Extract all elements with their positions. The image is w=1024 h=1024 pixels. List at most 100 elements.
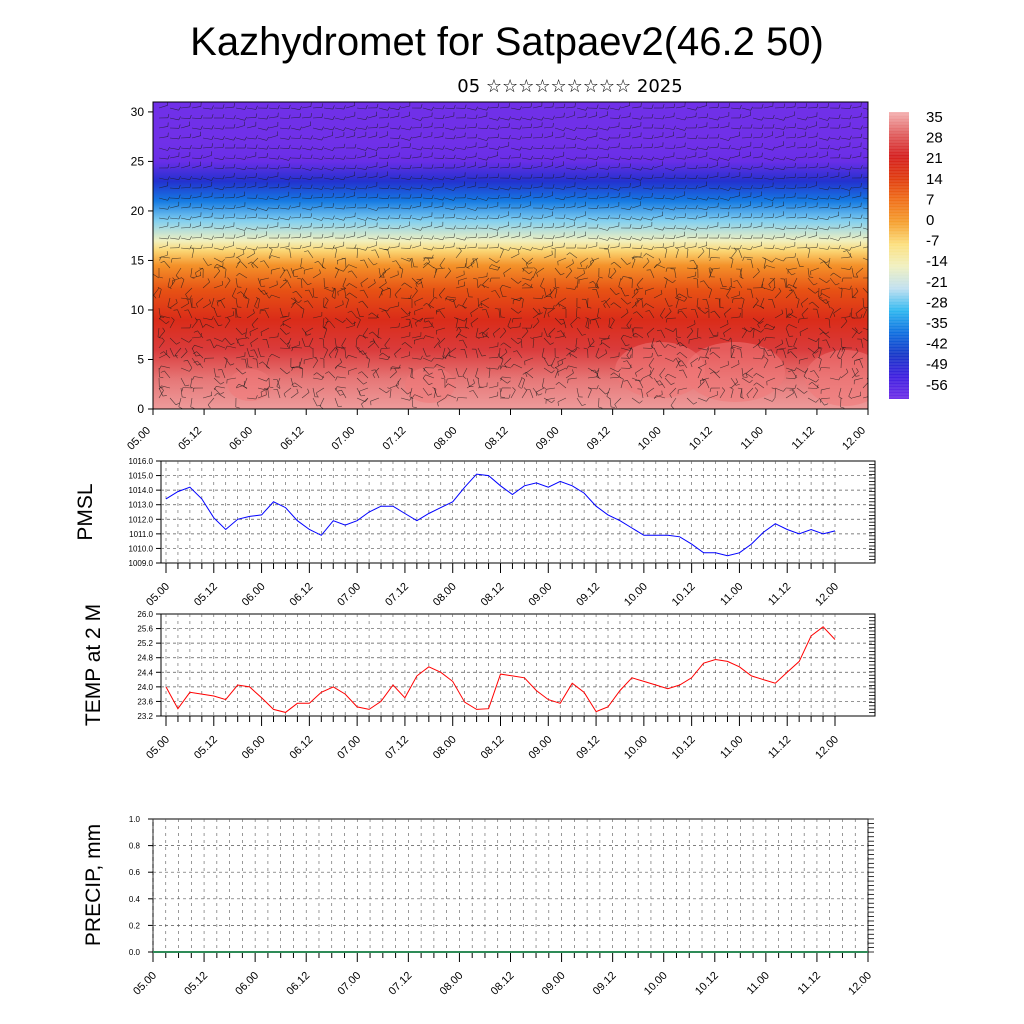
wind-barb (541, 347, 545, 357)
wind-barb-flag (742, 256, 745, 261)
wind-barb (260, 307, 270, 311)
wind-barb (752, 317, 761, 324)
colorbar-label: -21 (926, 274, 948, 291)
wind-barb-flag (698, 367, 702, 370)
wind-barb (400, 335, 410, 339)
wind-barb (279, 281, 287, 289)
wind-barb (422, 107, 432, 111)
wind-barb-flag (277, 204, 280, 209)
wind-barb-flag (674, 247, 679, 250)
wind-barb-flag (435, 310, 440, 313)
wind-barb-flag (237, 316, 242, 318)
wind-barb-flag (629, 354, 632, 359)
wind-barb-flag (574, 143, 577, 148)
wind-barb-flag (189, 295, 192, 300)
wind-barb (385, 310, 391, 319)
wind-barb-flag (530, 155, 533, 160)
wind-barb-flag (838, 185, 841, 189)
wind-barb-flag (304, 289, 309, 292)
wind-barb-flag (563, 203, 566, 208)
wind-barb-flag (772, 114, 775, 119)
wind-barb (199, 319, 204, 329)
wind-barb-flag (423, 335, 426, 340)
wind-barb-flag (442, 356, 447, 359)
wind-barb (576, 167, 586, 171)
wind-barb-flag (855, 287, 859, 292)
wind-barb (656, 264, 666, 269)
wind-barb (323, 127, 333, 131)
x-tick-label: 11.00 (745, 970, 772, 997)
wind-barb-flag (332, 247, 337, 250)
wind-barb-flag (217, 267, 221, 272)
wind-barb-flag (376, 216, 379, 221)
wind-barb (301, 116, 312, 119)
wind-barb (334, 304, 344, 309)
colorbar-label: 0 (926, 212, 934, 229)
wind-barb (345, 175, 355, 179)
wind-barb (334, 117, 344, 121)
wind-barb-flag (473, 379, 475, 384)
wind-barb (411, 177, 422, 179)
wind-barb-flag (383, 268, 386, 273)
wind-barb-flag (541, 214, 544, 219)
wind-barb-flag (626, 355, 630, 359)
wind-barb (719, 157, 729, 161)
wind-barb-flag (160, 370, 165, 373)
wind-barb-flag (618, 214, 621, 219)
wind-barb (246, 227, 256, 231)
wind-barb-flag (805, 194, 808, 199)
wind-barb-flag (651, 206, 654, 211)
wind-barb (675, 245, 685, 249)
wind-barb (565, 157, 575, 161)
wind-barb (546, 387, 556, 390)
wind-barb (317, 261, 325, 269)
plot-frame (160, 460, 876, 564)
wind-barb (312, 377, 322, 380)
wind-barb-flag (507, 380, 511, 384)
wind-barb (202, 165, 212, 169)
wind-barb-flag (420, 146, 423, 151)
x-tick-label: 05.12 (192, 581, 220, 609)
wind-barb (620, 312, 629, 319)
wind-barb-flag (541, 246, 544, 251)
wind-barb-flag (299, 145, 302, 150)
wind-barb (246, 299, 250, 309)
wind-barb-flag (407, 391, 412, 395)
wind-barb (235, 217, 246, 219)
wind-barb (414, 297, 424, 302)
wind-barb-flag (517, 338, 522, 340)
wind-barb (345, 187, 355, 191)
wind-barb-flag (728, 223, 730, 228)
wind-barb (464, 349, 468, 359)
wind-barb-flag (607, 244, 610, 249)
wind-barb (268, 125, 278, 129)
wind-barb (807, 136, 817, 139)
wind-barb (356, 307, 361, 317)
wind-barb-flag (470, 323, 473, 328)
wind-barb (653, 117, 663, 120)
wind-barb (224, 176, 234, 179)
wind-barb-flag (387, 387, 392, 390)
wind-barb (411, 147, 421, 151)
wind-barb-flag (497, 163, 499, 168)
wind-barb (169, 117, 179, 121)
wind-barb-flag (507, 326, 512, 330)
wind-barb-flag (486, 156, 489, 161)
wind-barb-flag (343, 205, 346, 210)
wind-barb (279, 315, 289, 319)
wind-barb (785, 312, 794, 319)
wind-barb (821, 287, 831, 291)
wind-barb-flag (607, 226, 610, 231)
wind-barb-flag (255, 144, 258, 149)
wind-barb (686, 331, 694, 339)
wind-barb-flag (673, 184, 676, 189)
wind-barb-flag (508, 135, 511, 140)
wind-barb-flag (408, 297, 413, 300)
wind-barb-flag (343, 143, 346, 148)
wind-barb (169, 337, 177, 345)
wind-barb (180, 337, 190, 343)
wind-barb (180, 147, 191, 150)
wind-barb (499, 352, 508, 359)
wind-barb-flag (772, 325, 775, 330)
wind-barb-flag (585, 146, 588, 151)
